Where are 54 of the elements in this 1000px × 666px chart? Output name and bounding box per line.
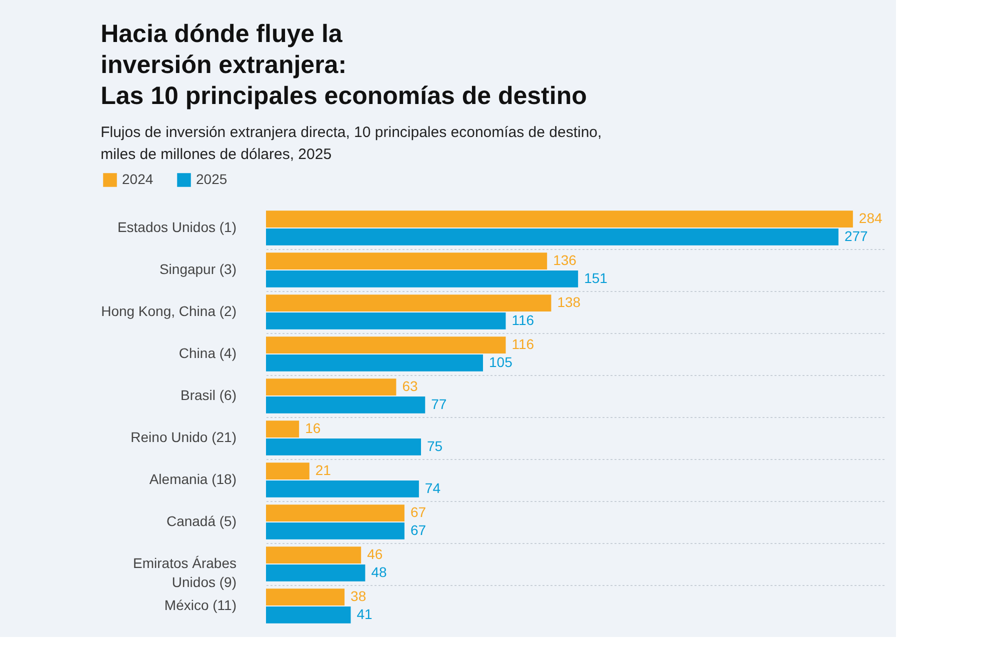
y-tick-label: México (11) [164, 597, 236, 613]
chart-subtitle: Flujos de inversión extranjera directa, 10 principales economías de destino, miles de millones de dólares, 2025 [100, 124, 602, 163]
bar [266, 210, 853, 228]
bar [266, 546, 362, 564]
chart-title: Hacia dónde fluye la inversión extranjera: Las 10 principales economías de destino [100, 20, 587, 110]
bar [266, 606, 351, 624]
bar [266, 588, 345, 606]
bar [266, 462, 310, 480]
data-label: 284 [858, 210, 883, 226]
bar [266, 378, 396, 396]
bar [266, 354, 483, 372]
data-label: 116 [512, 312, 534, 328]
data-label: 38 [350, 588, 366, 604]
y-tick-label: China (4) [178, 345, 236, 361]
data-label: 138 [557, 294, 581, 310]
bar [266, 396, 426, 414]
bar [266, 312, 506, 330]
y-tick-label: Emiratos Árabes Unidos (9) [133, 555, 236, 590]
y-tick-label: Singapur (3) [159, 261, 236, 277]
bar [266, 564, 366, 582]
y-tick-label: Canadá (5) [166, 513, 236, 529]
data-label: 41 [356, 606, 373, 622]
bar [266, 294, 552, 312]
y-tick-label: Hong Kong, China (2) [101, 303, 236, 319]
data-label: 151 [584, 270, 608, 286]
data-label: 74 [424, 480, 441, 496]
bar [266, 420, 300, 438]
y-tick-label: Brasil (6) [180, 387, 236, 403]
data-label: 75 [427, 438, 443, 454]
bar [266, 336, 506, 354]
bar [266, 228, 838, 246]
data-label: 116 [512, 336, 534, 352]
legend-label: 2025 [196, 171, 228, 187]
bar [266, 270, 578, 288]
data-label: 277 [844, 228, 868, 244]
data-label: 21 [315, 462, 332, 478]
data-label: 48 [371, 564, 387, 580]
bar [266, 504, 404, 522]
data-label: 16 [305, 420, 321, 436]
bar [266, 480, 419, 498]
bar [266, 438, 421, 456]
y-tick-label: Alemania (18) [149, 471, 236, 487]
data-label: 136 [553, 252, 577, 268]
data-label: 105 [489, 354, 513, 370]
data-label: 77 [431, 396, 447, 412]
data-label: 63 [402, 378, 418, 394]
y-tick-label: Reino Unido (21) [130, 429, 236, 445]
data-label: 46 [367, 546, 383, 562]
data-label: 67 [410, 522, 426, 538]
bar [266, 522, 404, 540]
legend-label: 2024 [122, 171, 154, 187]
data-label: 67 [410, 504, 426, 520]
bar [266, 252, 548, 270]
y-tick-label: Estados Unidos (1) [117, 219, 236, 235]
